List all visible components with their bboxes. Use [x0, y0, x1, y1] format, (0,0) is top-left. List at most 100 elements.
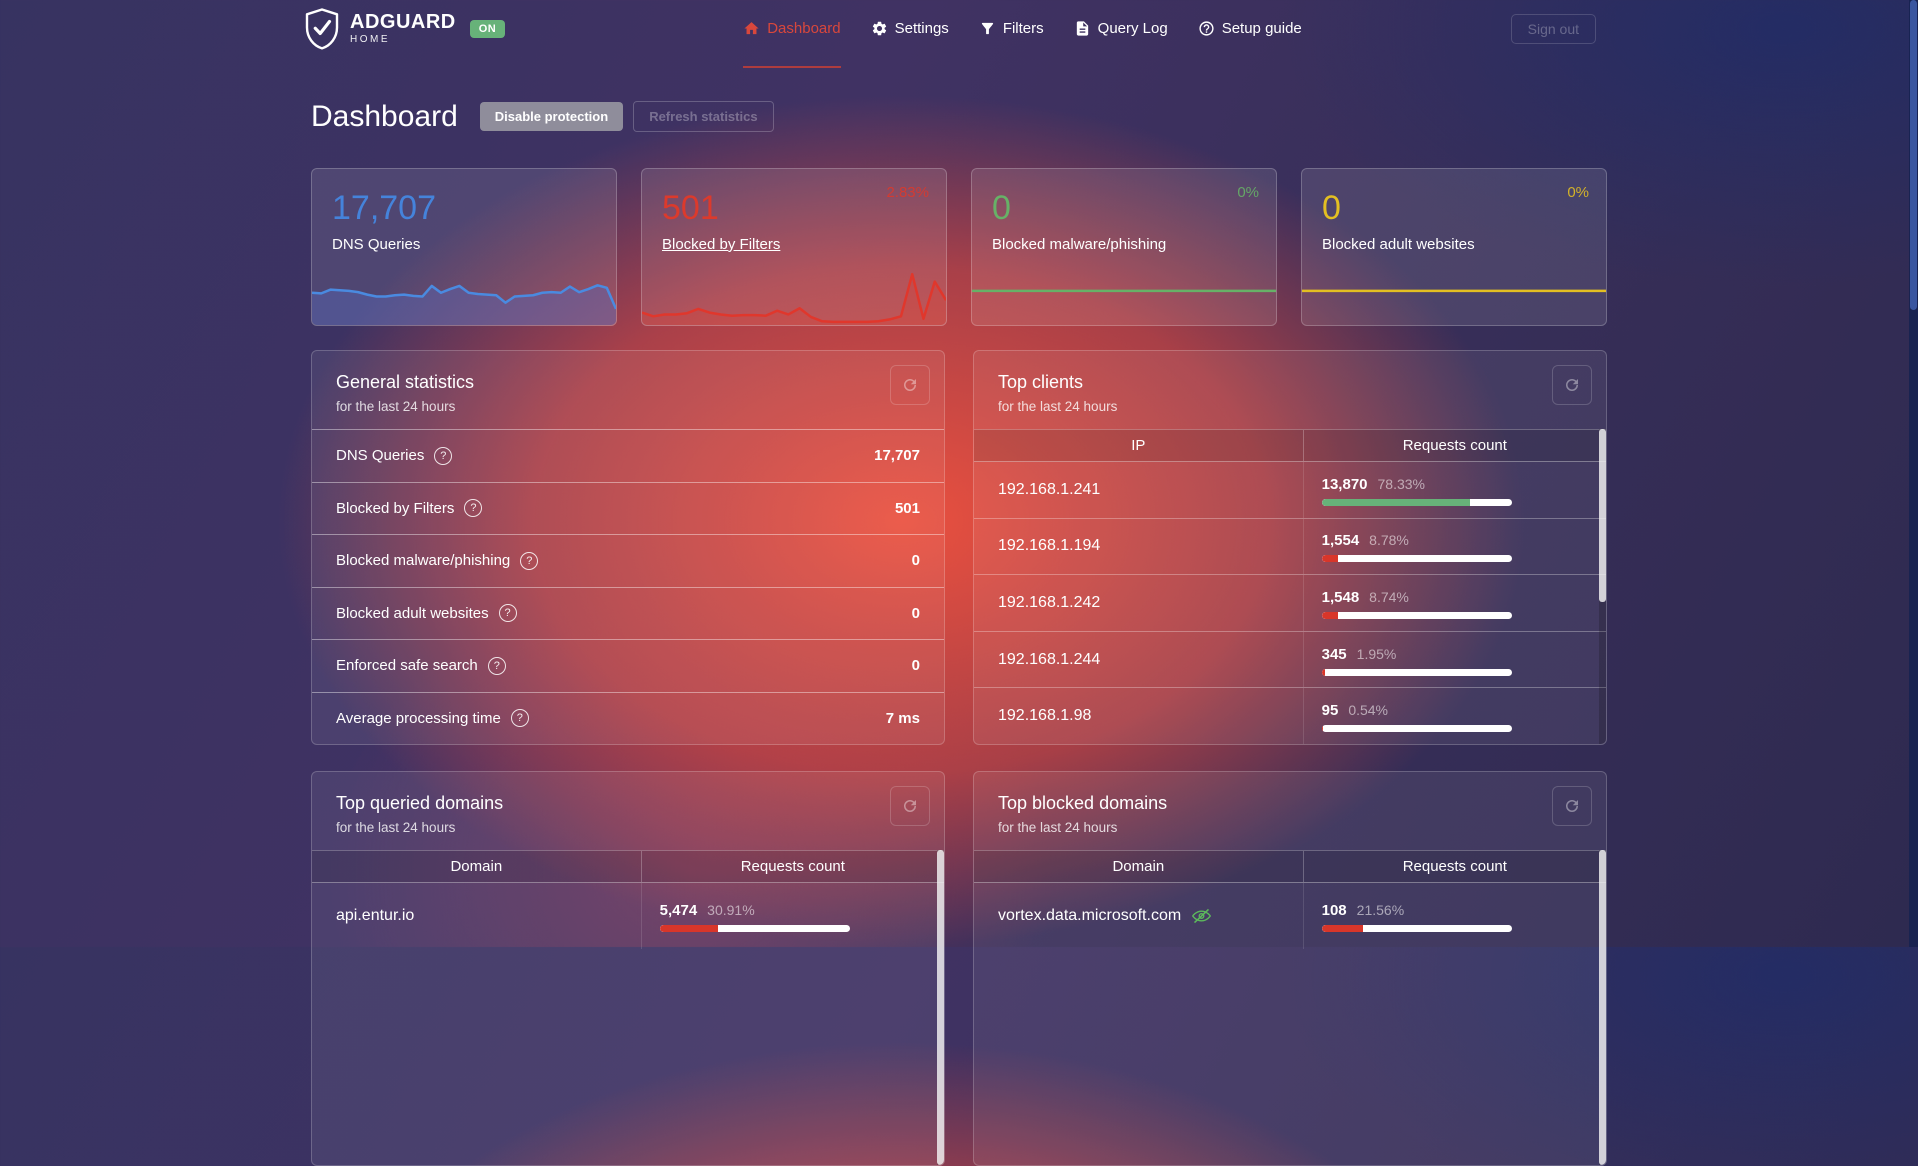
stat-value: 0: [911, 604, 920, 622]
general-statistics-panel: General statistics for the last 24 hours…: [311, 350, 945, 745]
percent-bar: [1321, 611, 1512, 619]
table-header: Domain Requests count: [974, 850, 1606, 883]
shield-logo-icon: [305, 7, 339, 50]
refresh-button[interactable]: [890, 786, 930, 826]
general-stat-row: Blocked adult websites? 0: [312, 586, 944, 640]
card-value: 501: [662, 189, 719, 227]
panel-scrollbar[interactable]: [937, 850, 944, 1165]
refresh-button[interactable]: [1552, 786, 1592, 826]
stat-label: DNS Queries: [336, 447, 425, 465]
card-value: 17,707: [332, 189, 436, 227]
refresh-icon: [1566, 800, 1578, 812]
panel-subtitle: for the last 24 hours: [336, 399, 456, 414]
request-percent: 1.95%: [1356, 645, 1397, 662]
request-percent: 8.74%: [1369, 588, 1409, 605]
panels-row-1: General statistics for the last 24 hours…: [311, 350, 1607, 745]
panel-subtitle: for the last 24 hours: [336, 820, 456, 835]
refresh-statistics-button[interactable]: Refresh statistics: [633, 101, 774, 132]
table-row: api.entur.io 5,474 30.91%: [312, 883, 944, 949]
card-percent: 0%: [1567, 184, 1589, 201]
domain-link[interactable]: api.entur.io: [336, 907, 415, 924]
nav-dashboard[interactable]: Dashboard: [743, 0, 842, 68]
refresh-icon: [904, 379, 916, 391]
percent-bar: [1321, 925, 1512, 932]
panel-scrollbar[interactable]: [1599, 850, 1606, 1165]
help-circle-icon[interactable]: ?: [520, 551, 539, 570]
page-scrollbar-thumb[interactable]: [1910, 0, 1917, 310]
percent-bar: [659, 925, 850, 932]
dns-queries-sparkline: [312, 263, 616, 325]
panel-scrollbar-thumb[interactable]: [937, 850, 944, 1165]
panel-scrollbar[interactable]: [1599, 429, 1606, 744]
table-row: 192.168.1.242 1,548 8.74%: [974, 574, 1606, 631]
request-percent: 8.78%: [1369, 532, 1409, 549]
card-value: 0: [1322, 189, 1341, 227]
blocked-filters-sparkline: [642, 263, 946, 325]
general-stat-row: Enforced safe search? 0: [312, 639, 944, 692]
nav-label: Setup guide: [1221, 20, 1302, 37]
client-ip-link[interactable]: 192.168.1.194: [998, 537, 1101, 555]
blocked-by-filters-link[interactable]: Blocked by Filters: [662, 235, 781, 253]
refresh-button[interactable]: [1552, 365, 1592, 405]
client-ip-link[interactable]: 192.168.1.241: [998, 480, 1101, 498]
client-ip-link[interactable]: 192.168.1.244: [998, 650, 1101, 668]
page-scrollbar[interactable]: [1909, 0, 1918, 947]
nav-label: Filters: [1002, 20, 1044, 37]
funnel-icon: [981, 22, 993, 35]
panels-row-2: Top queried domains for the last 24 hour…: [311, 771, 1607, 1166]
percent-bar: [1321, 725, 1512, 733]
nav-settings[interactable]: Settings: [871, 0, 949, 57]
card-percent: 0%: [1237, 184, 1259, 201]
stat-label: Average processing time: [336, 709, 501, 727]
help-circle-icon[interactable]: ?: [510, 709, 529, 728]
request-percent: 30.91%: [707, 902, 755, 918]
nav-label: Query Log: [1097, 20, 1168, 37]
nav-filters[interactable]: Filters: [979, 0, 1044, 57]
document-icon: [1076, 21, 1088, 36]
stat-label: Blocked by Filters: [336, 499, 455, 517]
general-stat-row: Blocked malware/phishing? 0: [312, 534, 944, 587]
table-header: Domain Requests count: [312, 850, 944, 883]
panel-title: Top blocked domains: [998, 793, 1168, 813]
nav-query-log[interactable]: Query Log: [1074, 0, 1168, 57]
panel-title: Top queried domains: [336, 793, 504, 813]
disable-protection-button[interactable]: Disable protection: [479, 102, 624, 131]
table-row: 192.168.1.241 13,870 78.33%: [974, 462, 1606, 518]
stat-value: 501: [894, 499, 920, 517]
nav-setup-guide[interactable]: Setup guide: [1198, 0, 1302, 57]
table-row: 192.168.1.244 345 1.95%: [974, 630, 1606, 688]
help-circle-icon[interactable]: ?: [487, 656, 506, 675]
general-stat-row: Average processing time? 7 ms: [312, 691, 944, 745]
sign-out-button[interactable]: Sign out: [1510, 13, 1596, 44]
help-circle-icon[interactable]: ?: [498, 604, 517, 623]
request-count: 1,548: [1321, 588, 1360, 606]
client-ip-link[interactable]: 192.168.1.242: [998, 593, 1101, 611]
refresh-button[interactable]: [890, 365, 930, 405]
help-circle-icon[interactable]: ?: [464, 499, 483, 518]
panel-scrollbar-thumb[interactable]: [1599, 429, 1606, 603]
request-count: 1,554: [1321, 532, 1360, 550]
stat-card-blocked-malware: 0% 0 Blocked malware/phishing: [971, 168, 1277, 326]
column-header: IP: [1131, 437, 1146, 454]
column-header: Requests count: [1302, 430, 1606, 461]
stat-label: Blocked malware/phishing: [336, 552, 511, 570]
help-circle-icon[interactable]: ?: [434, 446, 453, 465]
panel-title: General statistics: [336, 372, 475, 392]
stat-cards: 17,707 DNS Queries 2.83% 501 Blocked by …: [311, 168, 1607, 326]
card-label: Blocked adult websites: [1322, 235, 1475, 253]
home-icon: [744, 22, 759, 35]
domain-link[interactable]: vortex.data.microsoft.com: [998, 907, 1182, 924]
client-ip-link[interactable]: 192.168.1.98: [998, 707, 1092, 725]
general-stat-row: DNS Queries? 17,707: [312, 429, 944, 482]
dashboard-content: Dashboard Disable protection Refresh sta…: [311, 101, 1607, 1166]
table-row: 192.168.1.194 1,554 8.78%: [974, 517, 1606, 575]
percent-bar: [1321, 668, 1512, 676]
request-count: 108: [1321, 902, 1347, 919]
panel-scrollbar-thumb[interactable]: [1599, 850, 1606, 1165]
request-percent: 21.56%: [1356, 902, 1405, 918]
stat-value: 7 ms: [885, 709, 920, 727]
top-queried-domains-panel: Top queried domains for the last 24 hour…: [311, 771, 945, 1166]
request-count: 5,474: [659, 902, 698, 919]
stat-label: Blocked adult websites: [336, 604, 489, 622]
table-header: IP Requests count: [974, 429, 1606, 462]
